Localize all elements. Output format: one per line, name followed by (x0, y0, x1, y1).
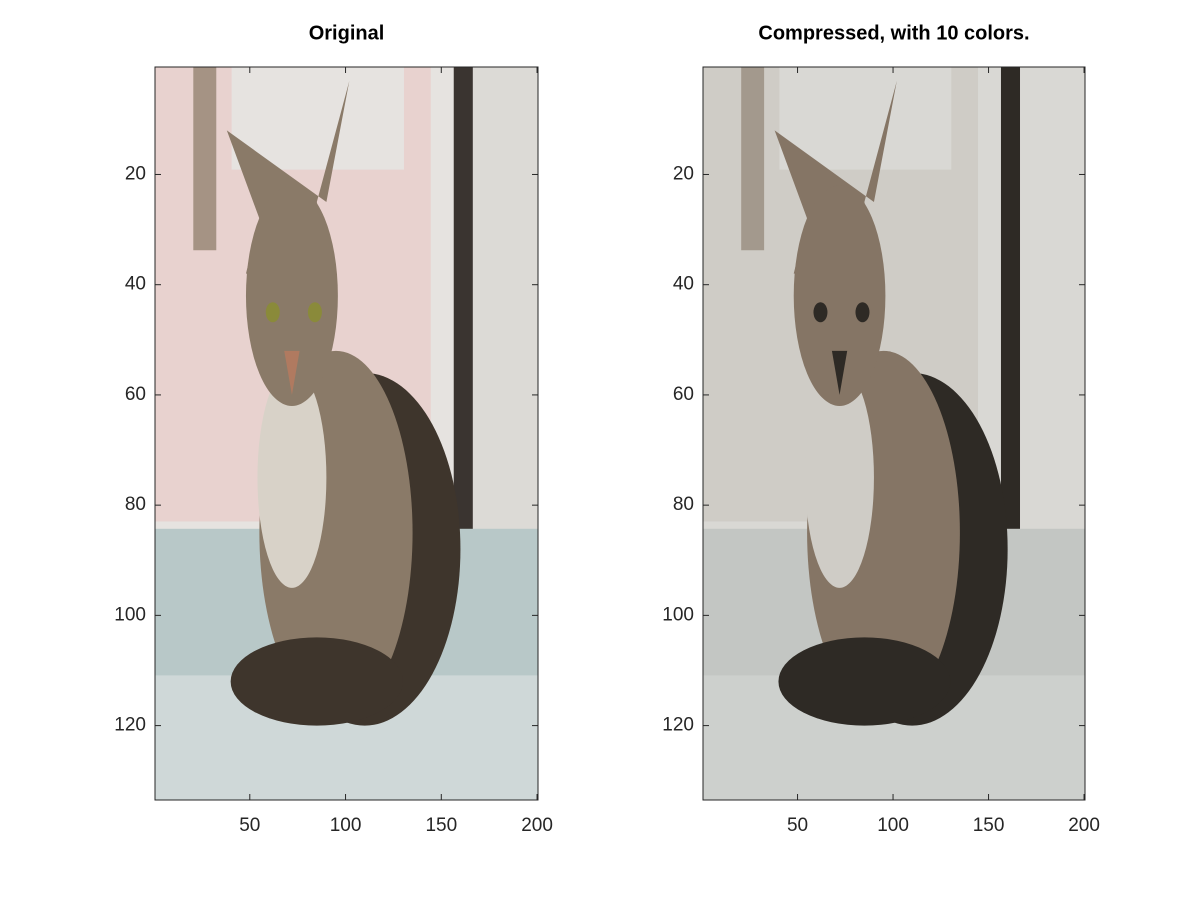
cat-nose (831, 350, 848, 395)
cushion-light (231, 67, 404, 170)
cat-head (245, 185, 338, 406)
cat-paws (778, 637, 951, 726)
x-tick-label: 100 (877, 815, 909, 836)
x-tick-label: 150 (425, 815, 457, 836)
y-tick-label: 60 (673, 384, 694, 405)
x-tick-label: 50 (239, 815, 260, 836)
y-tick-label: 80 (125, 494, 146, 515)
x-tick-label: 200 (1068, 815, 1100, 836)
cat-chest (805, 367, 874, 588)
axes-frame (154, 66, 539, 801)
y-tick-label: 40 (125, 274, 146, 295)
cat-eye (855, 302, 870, 323)
cat-head (793, 185, 886, 406)
x-tick-label: 200 (521, 815, 553, 836)
chart-title: Original (309, 22, 385, 44)
axes: Original 50 100 150 200 20 40 60 80 100 120 (114, 22, 553, 836)
x-tick-label: 50 (787, 815, 808, 836)
x-tick-label: 150 (973, 815, 1005, 836)
chart-title: Compressed, with 10 colors. (758, 22, 1029, 44)
dark-stripe (453, 67, 473, 617)
cat-paws (230, 637, 403, 726)
cat-nose (284, 350, 300, 395)
y-tick-label: 120 (662, 715, 694, 736)
y-tick-label: 80 (673, 494, 694, 515)
fold (741, 67, 765, 251)
fold (193, 67, 217, 251)
axes: Compressed, with 10 colors. 50 100 150 200 20… (662, 22, 1100, 836)
cushion-light (779, 67, 952, 170)
cat-eye (813, 302, 828, 323)
x-tick-label: 100 (330, 815, 362, 836)
y-tick-label: 100 (662, 604, 694, 625)
y-tick-label: 20 (673, 163, 694, 184)
image (703, 67, 1085, 800)
y-tick-label: 120 (114, 715, 146, 736)
dark-stripe (1000, 67, 1021, 617)
y-tick-label: 100 (114, 604, 146, 625)
cat-eye (265, 302, 280, 323)
cat-eye (307, 302, 322, 323)
y-tick-label: 40 (673, 274, 694, 295)
y-tick-label: 60 (125, 384, 146, 405)
cat-chest (257, 367, 327, 588)
image (155, 67, 538, 800)
axes-frame (702, 66, 1086, 801)
y-tick-label: 20 (125, 163, 146, 184)
